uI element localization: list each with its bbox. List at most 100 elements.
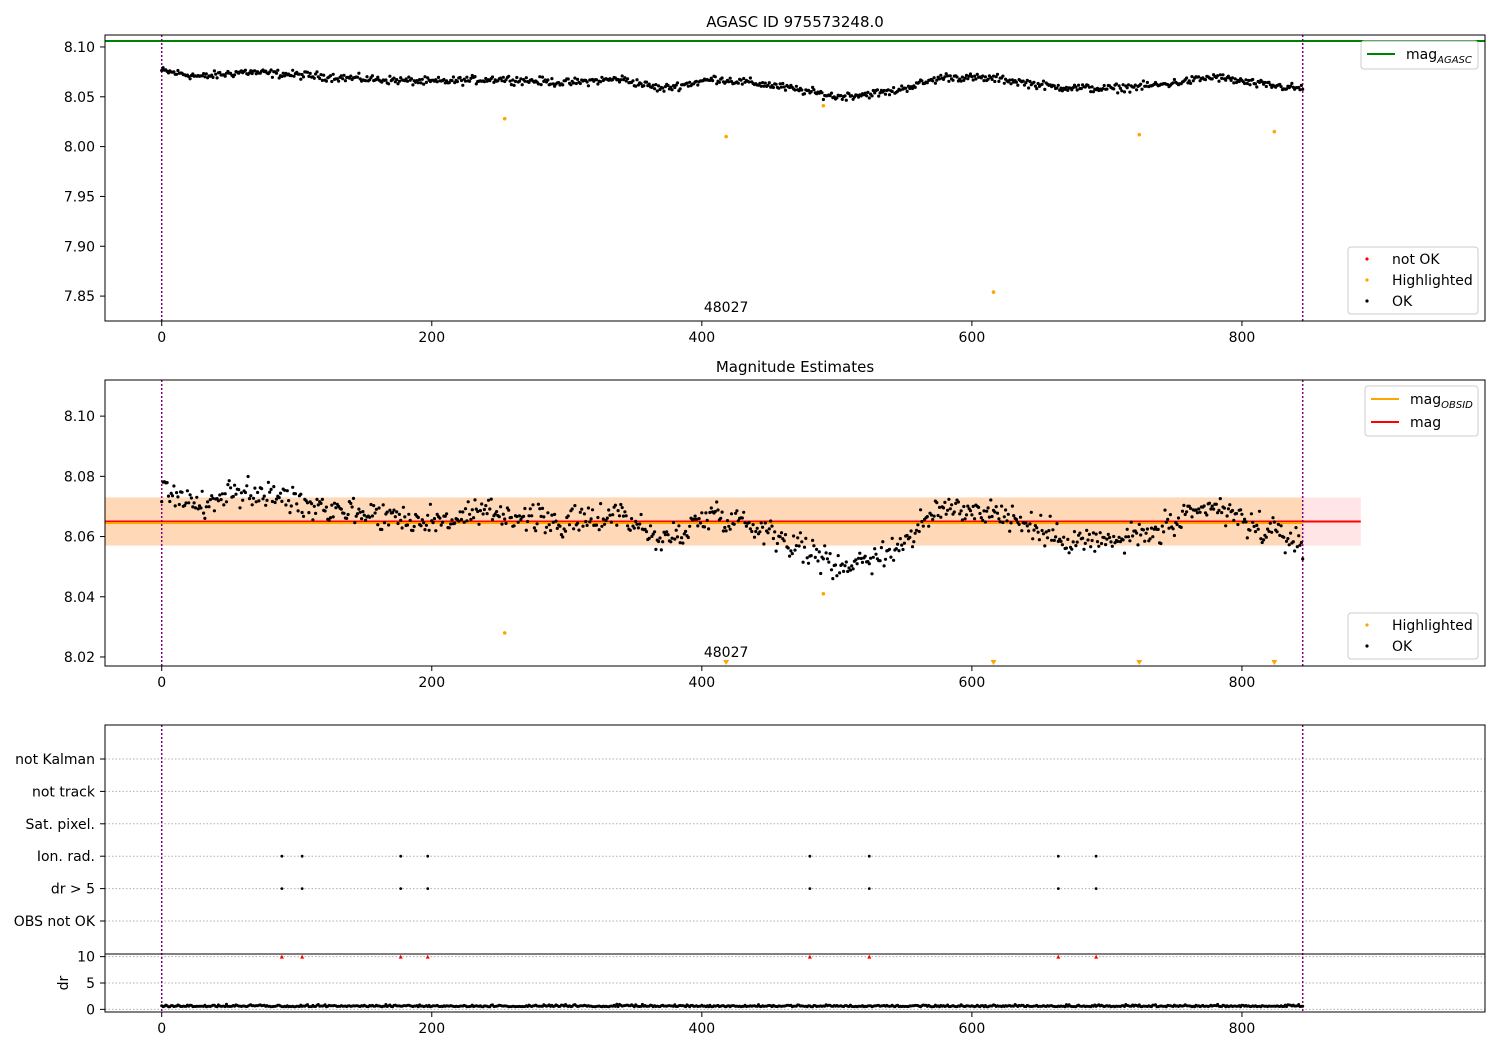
ok-point [542,515,546,519]
ok-point [1248,528,1252,532]
ok-point [424,523,428,527]
ytick-label: 8.05 [64,90,95,106]
ok-point [994,505,998,509]
ok-point [384,78,388,82]
ok-point [670,536,674,540]
ok-point [959,79,963,83]
ok-point [609,520,614,524]
ok-point [854,558,858,562]
ok-point [1245,81,1249,86]
ok-point [451,75,455,79]
ok-point [358,510,362,514]
ok-point [387,523,391,527]
ok-point [1086,538,1090,542]
ytick-label: 5 [86,976,95,992]
ok-point [1105,87,1109,91]
ok-point [946,74,950,78]
ok-point [1052,538,1056,543]
ok-point [635,522,639,526]
flag-point [399,854,403,858]
ok-point [892,558,896,562]
ok-point [1202,504,1206,508]
ok-point [323,509,327,513]
ok-point [869,556,873,560]
ok-point [520,83,524,87]
ok-point [1122,90,1127,94]
ok-point [218,70,222,75]
ok-point [617,514,622,518]
ok-point [291,68,295,72]
ok-point [1052,84,1056,88]
ok-point [651,83,655,87]
ok-point [292,74,296,78]
ok-point [978,511,982,516]
ok-point [1044,530,1048,534]
ok-point [806,88,811,92]
ok-point [783,88,788,92]
ok-point [829,91,834,95]
ok-point [455,80,459,84]
ok-point [420,518,424,522]
ok-point [898,88,902,92]
ok-point [364,79,368,83]
ok-point [249,69,253,73]
ok-point [840,97,844,101]
ok-point [1190,75,1194,79]
ok-point [499,505,503,509]
ok-point [620,506,624,510]
ok-point [815,547,819,552]
ok-point [659,548,663,552]
ok-point [883,557,888,561]
ok-point [844,560,848,564]
ok-point [742,76,746,81]
ok-point [971,78,975,82]
ok-point [559,533,564,537]
ok-point [796,536,800,540]
ok-point [1255,523,1259,528]
ok-point [631,79,635,83]
ok-point [962,504,966,509]
ok-point [904,86,908,90]
ok-point [947,79,951,83]
ok-point [1257,509,1262,513]
ok-point [234,492,238,496]
ok-point [173,504,177,508]
ytick-label: 8.10 [64,409,95,425]
ok-point [981,74,985,78]
ok-point [257,499,261,503]
ok-point [547,523,551,527]
ok-point [925,81,929,85]
ok-point [540,75,545,79]
ok-point [222,503,226,507]
ok-point [1284,539,1289,543]
ok-point [1027,529,1031,533]
ok-point [771,85,776,90]
ok-point [200,489,204,493]
ok-point [1191,79,1195,83]
ok-point [770,524,774,528]
ok-point [658,536,662,540]
ok-point [588,520,592,524]
ok-point [761,525,765,529]
ok-point [1116,91,1120,95]
ok-point [364,518,368,522]
ok-point [532,526,537,530]
ok-point [817,550,821,554]
ok-point [301,514,306,519]
ok-point [896,542,900,546]
ok-point [249,494,253,498]
ok-point [1032,528,1036,532]
ok-point [551,520,555,524]
ok-point [1090,85,1094,89]
ok-point [423,528,427,532]
ok-point [435,80,439,84]
ok-point [688,524,692,528]
ok-point [1301,557,1305,561]
ok-point [958,512,962,516]
ok-point [203,516,207,521]
ok-point [388,74,392,78]
ok-point [369,502,373,507]
ok-point [1251,77,1255,82]
dr-point [223,1005,227,1009]
